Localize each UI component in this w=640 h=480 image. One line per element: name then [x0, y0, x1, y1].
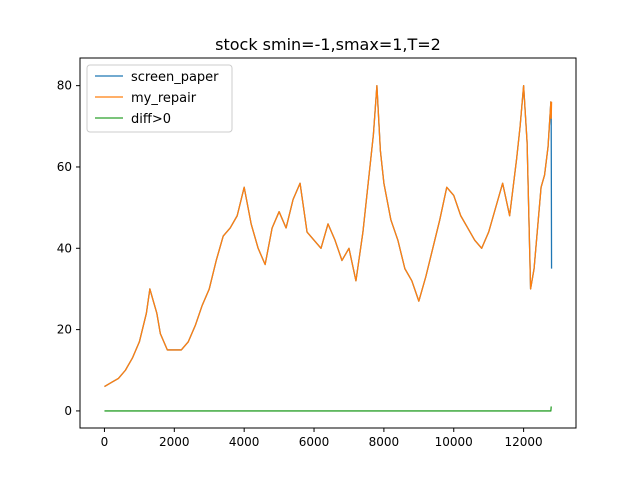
series-line-diff-0 — [104, 406, 552, 412]
x-tick-label: 4000 — [229, 435, 260, 449]
plot-area — [104, 85, 553, 412]
chart-title: stock smin=-1,smax=1,T=2 — [215, 35, 441, 54]
x-tick-label: 6000 — [299, 435, 330, 449]
x-tick-label: 10000 — [435, 435, 473, 449]
x-tick-label: 2000 — [159, 435, 190, 449]
x-tick-label: 8000 — [369, 435, 400, 449]
legend-label-screen-paper: screen_paper — [131, 70, 219, 85]
legend-box — [86, 64, 233, 133]
axis-ticks: 0 2000 4000 6000 8000 10000 12000 0 20 40 60 80 — [57, 79, 543, 449]
x-tick-label: 0 — [101, 435, 109, 449]
legend-label-my-repair: my_repair — [131, 91, 197, 106]
y-tick-label: 80 — [57, 79, 72, 93]
axes-frame — [79, 57, 577, 429]
legend-label-diff: diff>0 — [131, 112, 171, 127]
series-line-my-repair — [104, 85, 553, 388]
legend: screen_paper my_repair diff>0 — [86, 64, 233, 133]
x-tick-label: 12000 — [505, 435, 543, 449]
y-tick-label: 60 — [57, 160, 72, 174]
y-tick-label: 20 — [57, 323, 72, 337]
y-tick-label: 40 — [57, 241, 72, 255]
y-tick-label: 0 — [64, 404, 72, 418]
